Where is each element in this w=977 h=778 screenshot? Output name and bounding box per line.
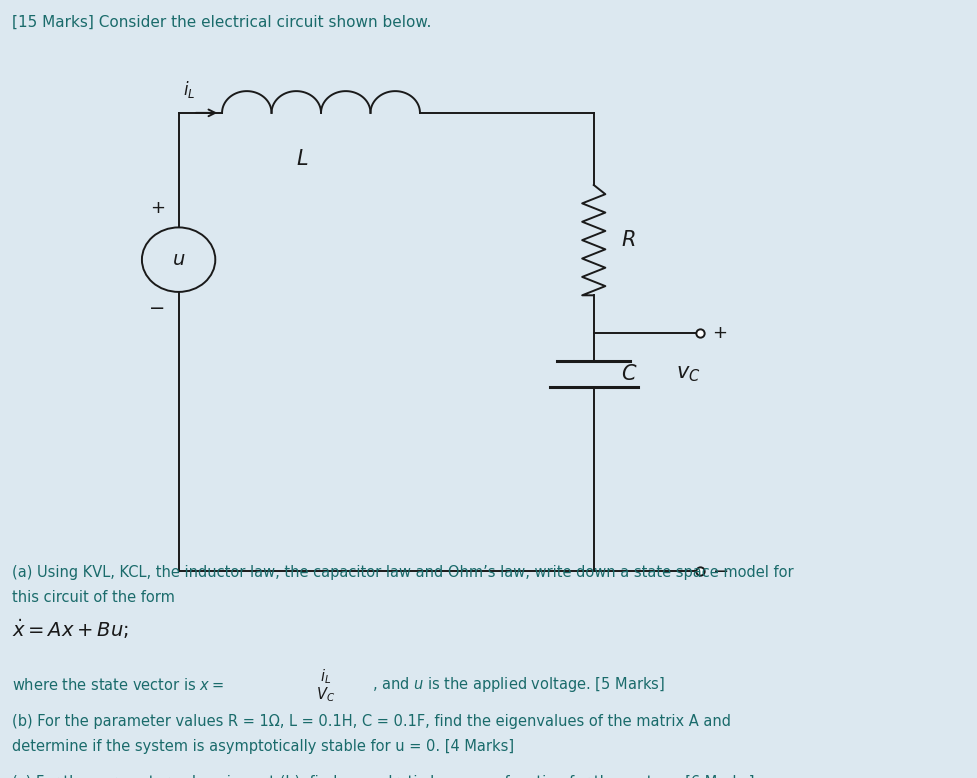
Text: $\dot{x} = Ax + Bu;$: $\dot{x} = Ax + Bu;$: [12, 617, 128, 640]
Text: where the state vector is $x = $: where the state vector is $x = $: [12, 677, 224, 692]
Text: $u$: $u$: [172, 251, 186, 269]
Text: $C$: $C$: [620, 364, 637, 384]
Text: $L$: $L$: [295, 149, 308, 169]
Text: $R$: $R$: [620, 230, 635, 251]
Text: −: −: [712, 562, 729, 580]
Text: $i_L$: $i_L$: [320, 667, 331, 685]
Text: +: +: [712, 324, 728, 342]
Text: [15 Marks] Consider the electrical circuit shown below.: [15 Marks] Consider the electrical circu…: [12, 16, 431, 30]
Text: this circuit of the form: this circuit of the form: [12, 590, 175, 605]
Text: (a) Using KVL, KCL, the inductor law, the capacitor law and Ohm’s law, write dow: (a) Using KVL, KCL, the inductor law, th…: [12, 565, 793, 580]
Text: +: +: [149, 199, 165, 217]
Text: (b) For the parameter values R = 1Ω, L = 0.1H, C = 0.1F, find the eigenvalues of: (b) For the parameter values R = 1Ω, L =…: [12, 714, 731, 729]
Text: determine if the system is asymptotically stable for u = 0. [4 Marks]: determine if the system is asymptoticall…: [12, 739, 514, 755]
Text: $v_C$: $v_C$: [676, 364, 701, 384]
Text: (c) For the parameter values in part (b), find a quadratic Lyapunov function for: (c) For the parameter values in part (b)…: [12, 775, 754, 778]
Text: , and $u$ is the applied voltage. [5 Marks]: , and $u$ is the applied voltage. [5 Mar…: [371, 675, 664, 694]
Text: $i_L$: $i_L$: [184, 79, 195, 100]
Text: $V_C$: $V_C$: [317, 685, 335, 704]
Text: −: −: [149, 299, 165, 317]
